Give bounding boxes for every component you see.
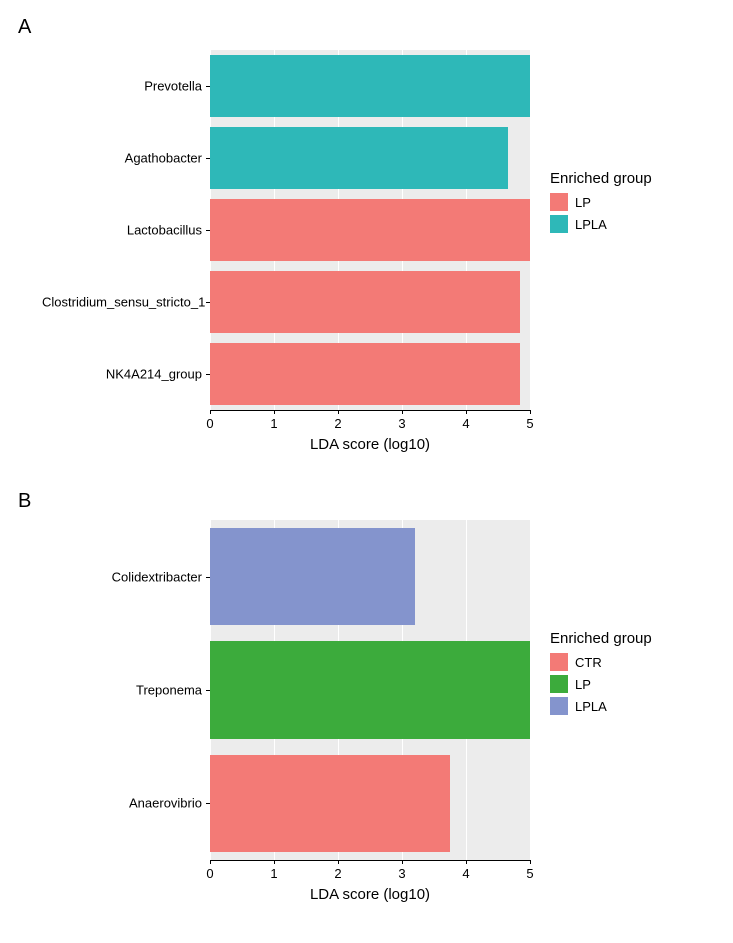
xtick-label: 0 [206, 416, 213, 431]
panel-a-xticks: 012345 [210, 416, 530, 436]
ytick-mark [206, 302, 210, 303]
xtick-label: 3 [398, 416, 405, 431]
panel-a-chart: Prevotella Agathobacter Lactobacillus Clost… [40, 50, 680, 450]
ytick-label: Agathobacter [42, 151, 202, 166]
legend-label: CTR [575, 655, 602, 670]
xtick-mark [274, 860, 275, 864]
xtick-mark [530, 410, 531, 414]
legend-title: Enriched group [550, 630, 652, 647]
xtick-label: 5 [526, 866, 533, 881]
panel-a-legend: Enriched group LP LPLA [550, 170, 652, 237]
legend-item: LP [550, 675, 652, 693]
ytick-mark [206, 577, 210, 578]
xtick-mark [210, 410, 211, 414]
ytick-mark [206, 690, 210, 691]
panel-a-xaxis-title: LDA score (log10) [310, 436, 430, 453]
ytick-label: Anaerovibrio [42, 796, 202, 811]
legend-swatch [550, 215, 568, 233]
bar [210, 127, 508, 189]
legend-label: LP [575, 677, 591, 692]
panel-b-yticks: Colidextribacter Treponema Anaerovibrio [40, 520, 210, 860]
xtick-label: 1 [270, 416, 277, 431]
ytick-mark [206, 158, 210, 159]
xtick-mark [274, 410, 275, 414]
legend-item: LPLA [550, 215, 652, 233]
legend-label: LPLA [575, 217, 607, 232]
xtick-mark [210, 860, 211, 864]
panel-b-chart: Colidextribacter Treponema Anaerovibrio 0 1… [40, 520, 680, 920]
legend-title: Enriched group [550, 170, 652, 187]
legend-item: LP [550, 193, 652, 211]
bar [210, 755, 450, 852]
xtick-label: 0 [206, 866, 213, 881]
ytick-label: Clostridium_sensu_stricto_1 [42, 295, 202, 310]
panel-a-yticks: Prevotella Agathobacter Lactobacillus Clost… [40, 50, 210, 410]
xtick-label: 4 [462, 416, 469, 431]
ytick-mark [206, 86, 210, 87]
panel-b-plot-area [210, 520, 530, 860]
legend-item: LPLA [550, 697, 652, 715]
panel-b-legend: Enriched group CTR LP LPLA [550, 630, 652, 719]
ytick-mark [206, 803, 210, 804]
xtick-mark [338, 860, 339, 864]
xtick-mark [530, 860, 531, 864]
bar [210, 528, 415, 625]
xtick-mark [402, 860, 403, 864]
xtick-mark [466, 410, 467, 414]
bar [210, 199, 530, 261]
panel-b-xticks: 012345 [210, 866, 530, 886]
xtick-label: 2 [334, 866, 341, 881]
panel-a-plot-area [210, 50, 530, 410]
xtick-mark [402, 410, 403, 414]
panel-b-xaxis-line [210, 860, 530, 861]
xtick-mark [466, 860, 467, 864]
legend-swatch [550, 653, 568, 671]
legend-item: CTR [550, 653, 652, 671]
panel-b-xaxis-title: LDA score (log10) [310, 886, 430, 903]
legend-swatch [550, 193, 568, 211]
ytick-mark [206, 374, 210, 375]
legend-swatch [550, 675, 568, 693]
bar [210, 271, 520, 333]
legend-label: LPLA [575, 699, 607, 714]
ytick-mark [206, 230, 210, 231]
bar [210, 641, 530, 738]
xtick-label: 5 [526, 416, 533, 431]
bar [210, 343, 520, 405]
panel-a-label: A [18, 16, 31, 39]
panel-a-xaxis-line [210, 410, 530, 411]
xtick-mark [338, 410, 339, 414]
ytick-label: Prevotella [42, 79, 202, 94]
ytick-label: NK4A214_group [42, 367, 202, 382]
legend-label: LP [575, 195, 591, 210]
xtick-label: 3 [398, 866, 405, 881]
ytick-label: Treponema [42, 683, 202, 698]
panel-b-label: B [18, 490, 31, 513]
legend-swatch [550, 697, 568, 715]
xtick-label: 1 [270, 866, 277, 881]
xtick-label: 4 [462, 866, 469, 881]
ytick-label: Lactobacillus [42, 223, 202, 238]
bar [210, 55, 530, 117]
xtick-label: 2 [334, 416, 341, 431]
ytick-label: Colidextribacter [42, 569, 202, 584]
